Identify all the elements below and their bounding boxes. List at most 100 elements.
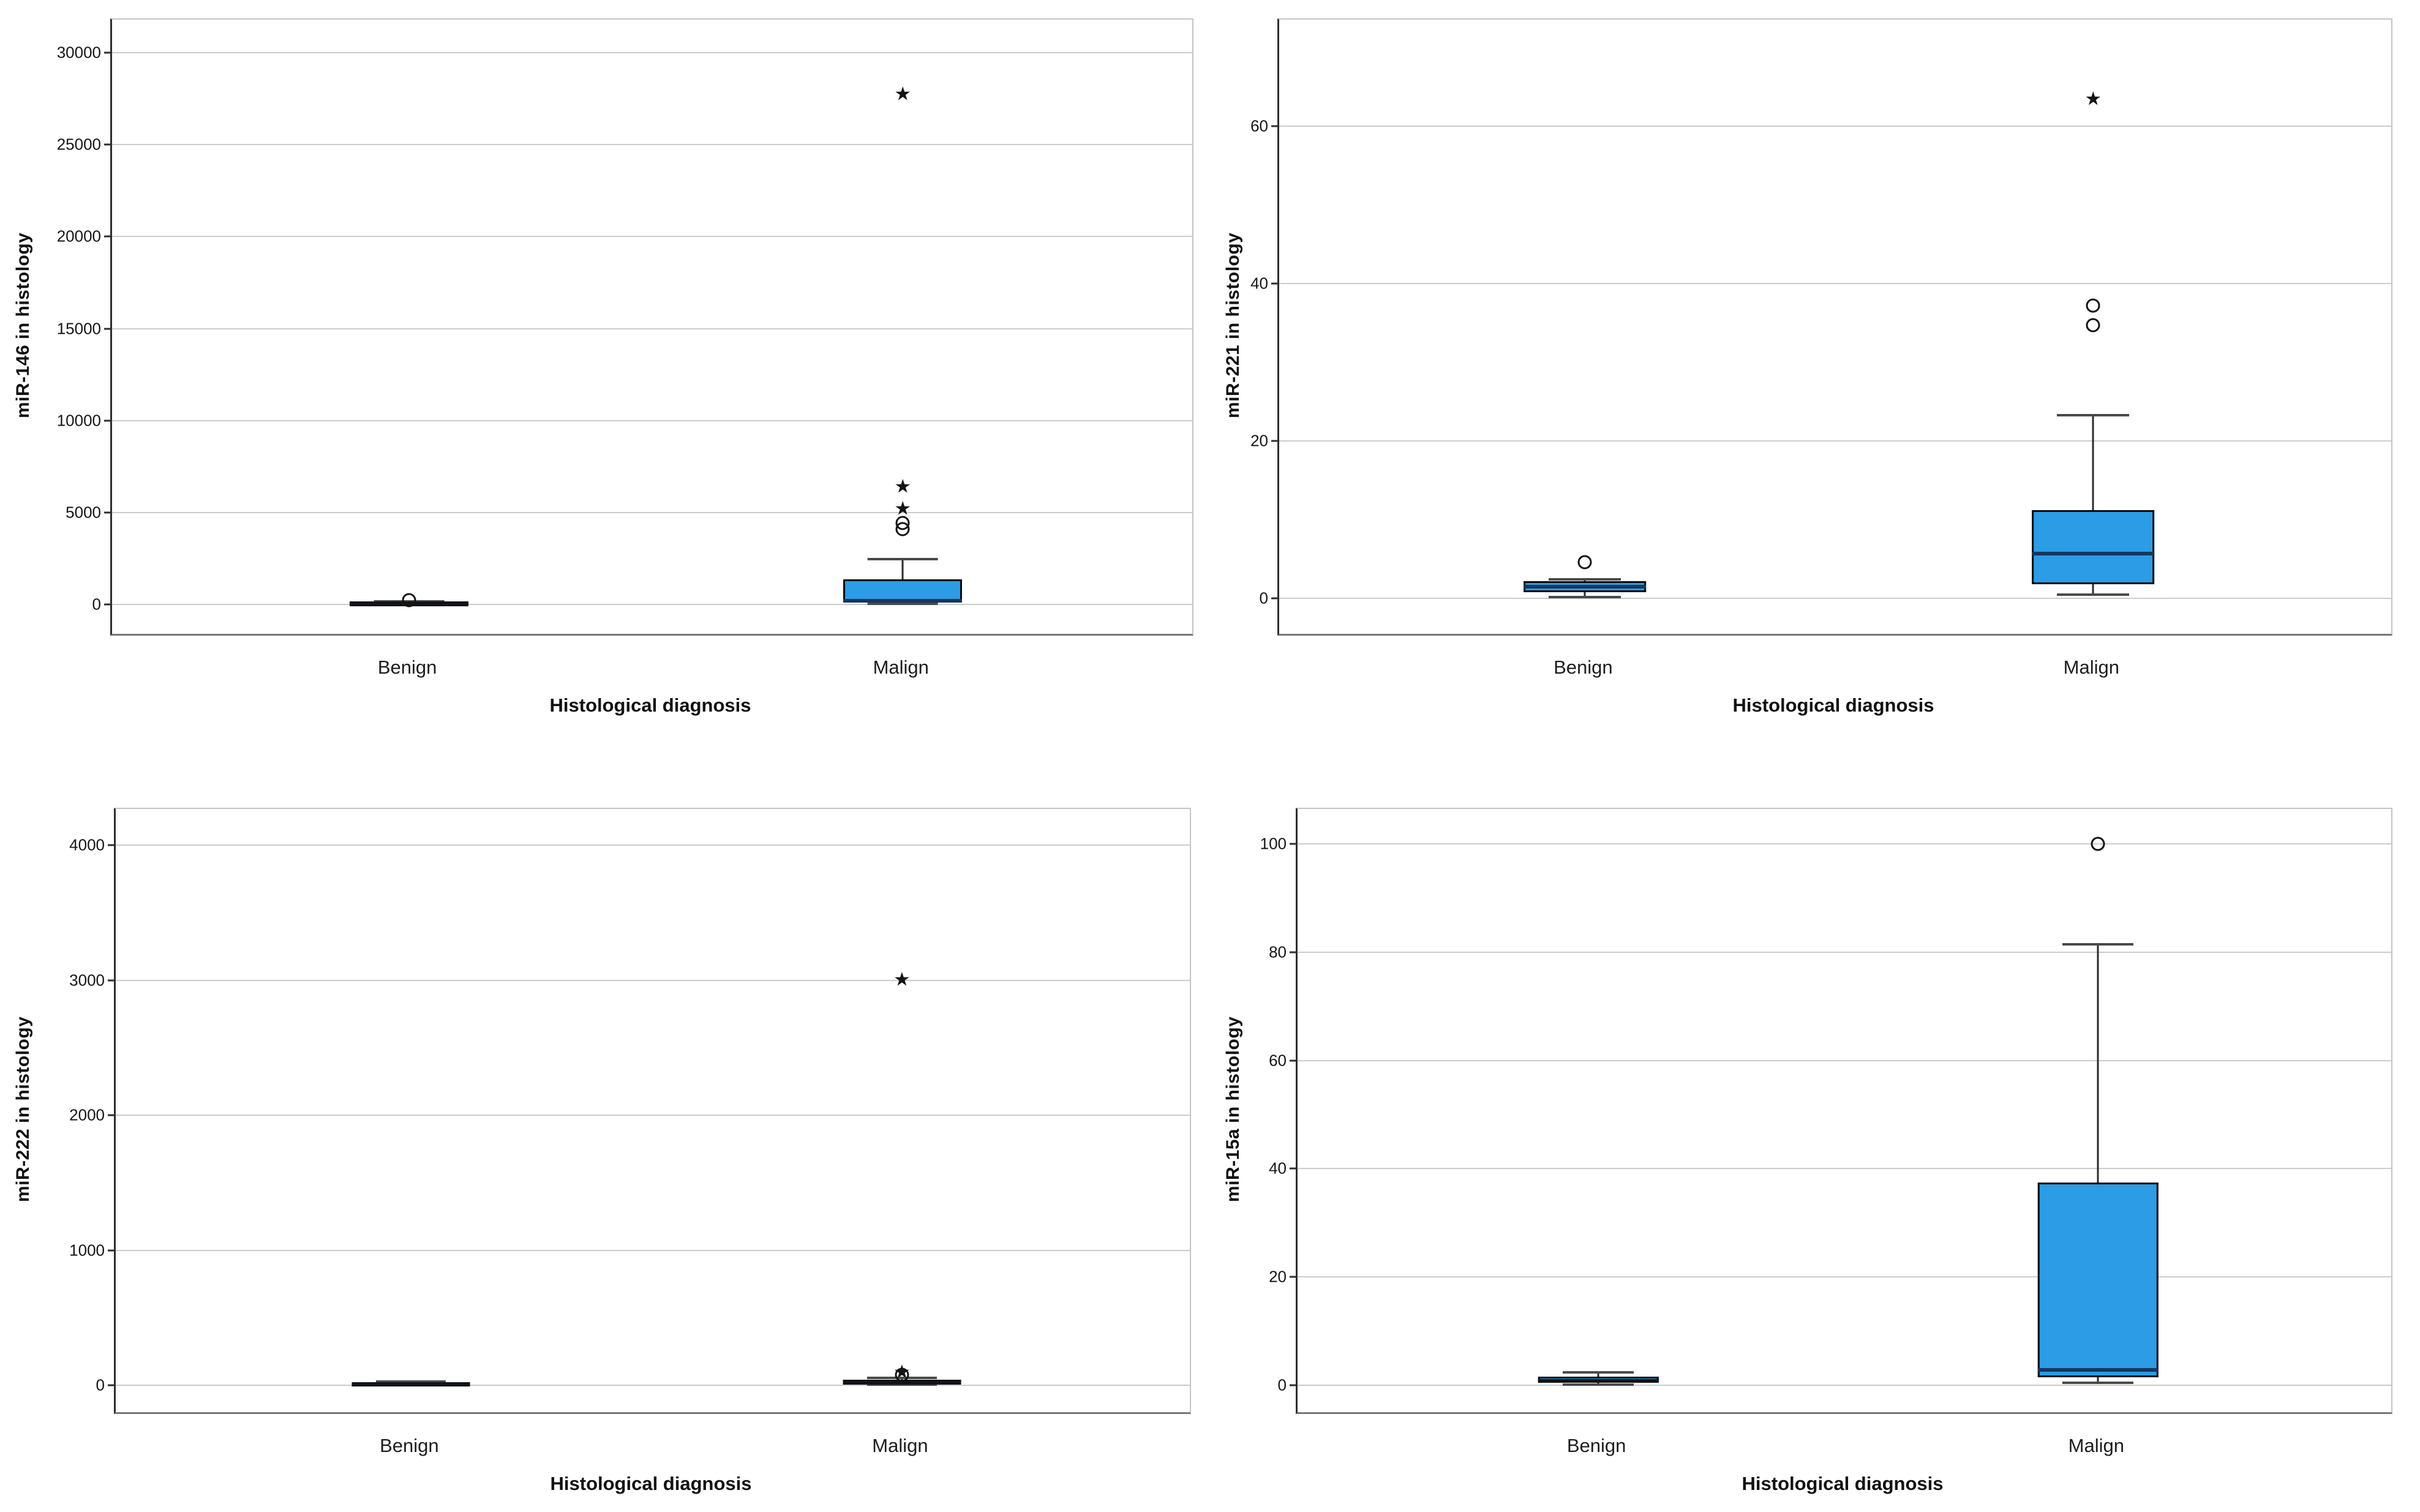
gridline <box>112 328 1192 329</box>
y-tick-mark <box>108 1114 114 1116</box>
gridline <box>116 1384 1190 1386</box>
y-tick-label: 15000 <box>56 319 101 337</box>
outlier-star: ★ <box>894 497 912 519</box>
y-tick-label: 5000 <box>66 503 101 522</box>
y-tick-mark <box>108 844 114 846</box>
y-axis-title: miR-146 in histology <box>13 232 33 419</box>
whisker-cap-low-malign <box>2057 593 2130 596</box>
whisker-cap-high-malign <box>867 557 938 560</box>
whisker-cap-high-malign <box>2057 413 2130 416</box>
y-tick-mark <box>108 979 114 982</box>
y-tick-label: 20000 <box>56 227 101 246</box>
gridline <box>112 419 1192 421</box>
y-tick-label: 0 <box>1259 589 1268 607</box>
y-tick-label: 80 <box>1269 942 1287 961</box>
whisker-cap-high-benign <box>1549 578 1621 581</box>
y-tick-mark <box>1290 1384 1296 1386</box>
plot-area: 0 20 40 60 80 100 <box>1260 808 2392 1414</box>
x-tick-malign: Malign <box>2068 1435 2125 1456</box>
x-tick-malign: Malign <box>872 1435 928 1456</box>
outlier-circle <box>895 516 910 530</box>
x-axis-ticks: Benign Malign <box>114 1414 1188 1467</box>
y-tick-label: 25000 <box>56 135 101 154</box>
whisker-cap-low-malign <box>866 1383 937 1386</box>
y-tick-mark <box>1271 282 1277 285</box>
gridline <box>116 1249 1190 1251</box>
outlier-star: ★ <box>894 475 912 497</box>
outlier-circle <box>2091 837 2105 851</box>
x-axis-title: Histological diagnosis <box>550 1473 752 1494</box>
whisker-cap-high-malign <box>2062 942 2134 946</box>
gridline <box>1279 125 2391 127</box>
whisker-cap-low-benign <box>1563 1383 1634 1386</box>
y-tick-label: 0 <box>96 1375 105 1394</box>
boxplot-panel-mir221: miR-221 in histology 0 20 40 60 ★ Benign Mal… <box>1210 0 2420 756</box>
y-tick-mark <box>104 143 110 146</box>
box-malign <box>843 579 963 603</box>
y-tick-mark <box>1290 1276 1296 1278</box>
whisker-cap-low-malign <box>2062 1382 2134 1385</box>
y-tick-label: 40 <box>1250 274 1268 293</box>
y-tick-mark <box>104 328 110 329</box>
y-tick-label: 2000 <box>69 1105 105 1124</box>
gridline <box>112 511 1192 513</box>
gridline <box>1279 440 2391 442</box>
gridline <box>1298 1059 2391 1061</box>
y-tick-label: 10000 <box>56 411 101 430</box>
median-line-malign <box>843 1380 961 1385</box>
y-tick-mark <box>1290 951 1296 953</box>
y-tick-mark <box>108 1384 114 1386</box>
boxplot-panel-mir15a: miR-15a in histology 0 20 40 60 80 100 Benign… <box>1210 756 2420 1512</box>
y-tick-label: 20 <box>1269 1267 1287 1286</box>
x-tick-malign: Malign <box>873 656 929 678</box>
gridline <box>112 236 1192 238</box>
gridline <box>112 603 1192 605</box>
y-tick-mark <box>108 1249 114 1252</box>
y-tick-label: 0 <box>92 595 101 614</box>
y-tick-mark <box>1290 1059 1296 1062</box>
gridline <box>1298 1384 2391 1386</box>
gridline <box>112 144 1192 146</box>
outlier-circle <box>402 593 416 607</box>
y-tick-mark <box>1290 1167 1296 1170</box>
y-tick-label: 20 <box>1250 431 1268 450</box>
median-line-benign <box>351 1382 470 1386</box>
outlier-star: ★ <box>2084 88 2102 110</box>
whisker-cap-low-benign <box>1549 595 1621 598</box>
box-malign <box>2038 1183 2159 1378</box>
median-line-malign <box>2038 1368 2159 1372</box>
y-tick-label: 0 <box>1277 1375 1287 1394</box>
y-tick-label: 60 <box>1269 1051 1287 1070</box>
whisker-malign <box>2097 944 2099 1383</box>
y-tick-label: 1000 <box>69 1241 105 1260</box>
median-line-malign <box>843 598 963 603</box>
gridline <box>1279 282 2391 284</box>
y-tick-label: 60 <box>1250 116 1268 135</box>
boxplot-panel-mir222: miR-222 in histology 0 1000 2000 3000 4000 ★ ★… <box>0 756 1210 1512</box>
x-axis-title: Histological diagnosis <box>549 694 751 716</box>
whisker-cap-high-benign <box>376 1380 446 1383</box>
y-axis-title: miR-15a in histology <box>1223 1016 1243 1203</box>
outlier-star: ★ <box>894 83 912 105</box>
x-axis-title: Histological diagnosis <box>1732 694 1934 716</box>
x-axis-ticks: Benign Malign <box>1277 636 2389 688</box>
gridline <box>116 1115 1190 1116</box>
median-line-benign <box>1538 1378 1659 1383</box>
gridline <box>1298 1276 2391 1278</box>
whisker-cap-high-benign <box>1563 1371 1634 1374</box>
median-line-malign <box>2032 551 2155 555</box>
box-malign <box>2032 510 2155 584</box>
gridline <box>116 844 1190 846</box>
gridline <box>112 52 1192 54</box>
outlier-circle <box>895 1367 909 1382</box>
gridline <box>1279 598 2391 600</box>
x-axis-title: Histological diagnosis <box>1742 1473 1944 1494</box>
x-axis-ticks: Benign Malign <box>1296 1414 2389 1467</box>
y-tick-label: 4000 <box>69 835 105 854</box>
x-tick-benign: Benign <box>1566 1435 1626 1456</box>
y-axis-title: miR-222 in histology <box>13 1016 33 1203</box>
y-tick-mark <box>104 235 110 238</box>
whisker-malign <box>2092 415 2094 595</box>
plot-area: 0 20 40 60 ★ <box>1250 18 2392 636</box>
y-tick-mark <box>104 51 110 54</box>
